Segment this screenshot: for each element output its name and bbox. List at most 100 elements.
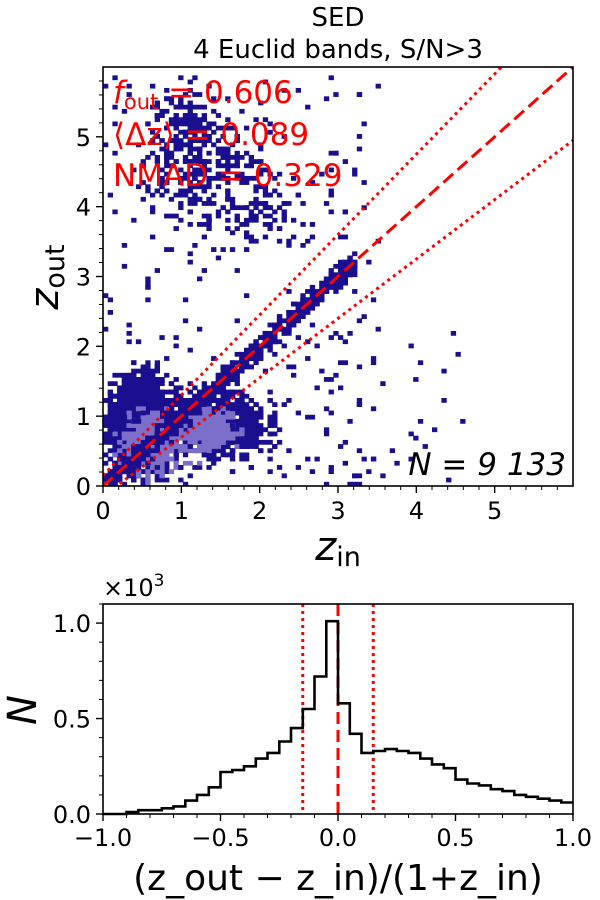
heatmap-cell <box>220 175 226 181</box>
heatmap-cell <box>145 398 151 403</box>
heatmap-cell <box>117 473 123 479</box>
heatmap-cell <box>314 301 320 307</box>
heatmap-cell <box>206 138 212 144</box>
heatmap-cell <box>211 381 217 387</box>
heatmap-cell <box>178 385 184 391</box>
heatmap-cell <box>187 146 193 152</box>
heatmap-cell <box>201 222 207 227</box>
heatmap-cell <box>244 175 250 181</box>
heatmap-cell <box>272 188 278 194</box>
heatmap-cell <box>206 217 212 223</box>
heatmap-cell <box>262 117 269 123</box>
heatmap-cell <box>253 427 259 433</box>
heatmap-cell <box>145 184 151 190</box>
heatmap-cell <box>154 360 160 366</box>
heatmap-cell <box>131 389 137 395</box>
sample-size-label: N = 9 133 <box>408 447 566 483</box>
heatmap-cell <box>258 209 264 215</box>
heatmap-cell <box>272 410 278 416</box>
heatmap-cell <box>225 192 231 198</box>
heatmap-cell <box>248 163 254 169</box>
heatmap-cell <box>220 393 226 399</box>
heatmap-cell <box>154 154 160 160</box>
heatmap-cell <box>291 364 297 370</box>
heatmap-cell <box>164 448 170 454</box>
heatmap-cell <box>234 398 240 403</box>
heatmap-cell <box>295 310 301 315</box>
heatmap-cell <box>272 444 278 449</box>
stat-nmad: NMAD = 0.329 <box>113 158 342 194</box>
heatmap-cell <box>135 448 142 454</box>
heatmap-cell <box>206 398 212 403</box>
heatmap-cell <box>182 318 189 324</box>
heatmap-cell <box>229 205 236 211</box>
heatmap-cell <box>187 138 193 144</box>
heatmap-cell <box>201 184 207 190</box>
heatmap-cell <box>197 410 203 416</box>
heatmap-cell <box>450 330 457 336</box>
heatmap-cell <box>164 469 170 475</box>
heatmap-cell <box>281 330 287 336</box>
heatmap-cell <box>286 330 292 336</box>
heatmap-cell <box>319 284 325 290</box>
heatmap-cell <box>173 146 179 152</box>
heatmap-cell <box>197 431 203 437</box>
heatmap-cell <box>187 188 193 194</box>
heatmap-cell <box>352 263 358 269</box>
heatmap-cell <box>126 423 132 428</box>
heatmap-cell <box>201 129 207 135</box>
heatmap-cell <box>244 414 250 420</box>
heatmap-cell <box>234 368 240 374</box>
heatmap-cell <box>262 222 269 227</box>
heatmap-cell <box>164 456 170 462</box>
heatmap-cell <box>267 226 273 232</box>
heatmap-cell <box>460 418 466 424</box>
heatmap-cell <box>192 201 198 206</box>
heatmap-cell <box>192 154 198 160</box>
heatmap-cell <box>352 268 358 273</box>
heatmap-cell <box>370 356 377 361</box>
heatmap-cell <box>272 402 278 407</box>
heatmap-cell <box>117 402 123 407</box>
heatmap-cell <box>126 385 132 391</box>
heatmap-cell <box>333 263 339 269</box>
heatmap-cell <box>281 318 287 324</box>
heatmap-cell <box>262 184 269 190</box>
heatmap-cell <box>281 209 287 215</box>
heatmap-cell <box>197 465 203 470</box>
heatmap-cell <box>258 335 264 340</box>
heatmap-cell <box>154 477 160 483</box>
heatmap-cell <box>178 465 184 470</box>
heatmap-cell <box>159 406 165 412</box>
heatmap-cell <box>197 150 203 156</box>
heatmap-cell <box>168 423 175 428</box>
heatmap-cell <box>276 318 283 324</box>
heatmap-cell <box>211 435 217 441</box>
heatmap-cell <box>291 310 297 315</box>
heatmap-cell <box>239 360 245 366</box>
heatmap-cell <box>239 410 245 416</box>
heatmap-cell <box>352 259 358 265</box>
heatmap-cell <box>234 431 240 437</box>
heatmap-cell <box>173 410 179 416</box>
heatmap-cell <box>225 398 231 403</box>
heatmap-cell <box>150 431 156 437</box>
heatmap-cell <box>333 372 339 378</box>
heatmap-cell <box>164 465 170 470</box>
heatmap-cell <box>112 209 118 215</box>
heatmap-cell <box>215 439 222 445</box>
heatmap-cell <box>323 406 330 412</box>
heatmap-cell <box>244 150 250 156</box>
heatmap-cell <box>173 465 179 470</box>
heatmap-cell <box>197 138 203 144</box>
heatmap-cell <box>338 259 344 265</box>
heatmap-cell <box>234 377 240 382</box>
heatmap-cell <box>215 150 222 156</box>
heatmap-cell <box>187 117 193 123</box>
heatmap-cell <box>220 364 226 370</box>
heatmap-cell <box>201 435 207 441</box>
heatmap-cell <box>262 335 269 340</box>
heatmap-cell <box>197 414 203 420</box>
y-tick-label: 0 <box>76 473 91 501</box>
heatmap-cell <box>253 196 259 202</box>
